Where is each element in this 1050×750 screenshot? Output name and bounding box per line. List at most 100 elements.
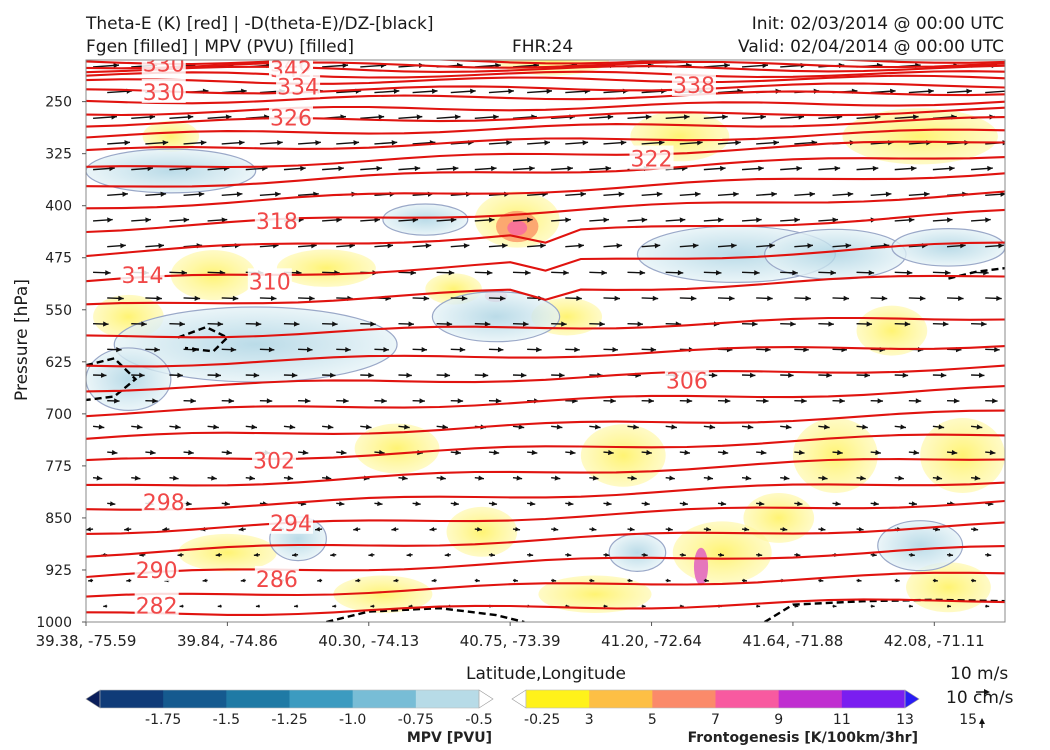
theta-e-label: 318 xyxy=(256,210,298,235)
theta-e-isentrope xyxy=(86,190,1005,234)
y-tick-label: 850 xyxy=(45,511,72,527)
colorbar-segment xyxy=(715,690,780,708)
title-right-1: Init: 02/03/2014 @ 00:00 UTC xyxy=(751,14,1004,34)
y-tick-label: 700 xyxy=(45,407,72,423)
x-tick-label: 42.08, -71.11 xyxy=(884,632,985,650)
theta-e-isentrope xyxy=(86,106,1005,128)
mpv-colorbar: -1.75 -1.5 -1.25 -1.0 -0.75 -0.5 -0.25 MPV [PVU… xyxy=(85,689,560,746)
colorbar-label: MPV [PVU] xyxy=(407,730,492,746)
theta-e-label: 298 xyxy=(143,491,185,516)
x-tick-label: 41.64, -71.88 xyxy=(743,632,844,650)
theta-e-label: 302 xyxy=(253,449,295,474)
colorbar-tick-label: -0.5 xyxy=(465,712,492,728)
y-tick-label: 925 xyxy=(45,563,72,579)
fgen-fill-region xyxy=(507,220,528,236)
theta-e-isentrope xyxy=(86,128,1005,152)
y-tick-label: 475 xyxy=(45,251,72,267)
theta-e-contours: 3303463423343383303263223183143103063022… xyxy=(86,52,1005,619)
theta-e-isentrope xyxy=(86,64,1005,74)
theta-e-label: 338 xyxy=(673,74,715,99)
theta-e-label: 286 xyxy=(256,568,298,593)
colorbar-tick-label: 7 xyxy=(711,712,720,728)
theta-e-isentrope xyxy=(86,385,1005,418)
y-tick-label: 1000 xyxy=(36,615,72,631)
theta-e-label: 330 xyxy=(143,52,185,77)
theta-e-label: 282 xyxy=(136,594,178,619)
colorbar-tick-label: -1.0 xyxy=(339,712,366,728)
mpv-fill-region xyxy=(891,228,1005,267)
x-tick-label: 39.84, -74.86 xyxy=(177,632,278,650)
theta-e-isentrope xyxy=(86,60,1005,66)
theta-e-label: 290 xyxy=(136,559,178,584)
reference-vector-legend: 10 m/s 10 cm/s xyxy=(940,662,1030,732)
stability-contour xyxy=(86,357,138,402)
mpv-fill-region xyxy=(382,203,469,236)
theta-e-isentrope xyxy=(86,521,1005,558)
colorbar-segment xyxy=(352,690,417,708)
x-tick-label: 40.75, -73.39 xyxy=(460,632,561,650)
x-tick-label: 40.30, -74.13 xyxy=(318,632,419,650)
theta-e-label: 330 xyxy=(143,81,185,106)
theta-e-isentrope xyxy=(86,481,1005,511)
colorbar-segment xyxy=(778,690,843,708)
colorbar-segment xyxy=(526,690,590,708)
colorbar-segment xyxy=(289,690,354,708)
theta-e-isentrope xyxy=(86,545,1005,579)
y-tick-label: 400 xyxy=(45,199,72,215)
theta-e-isentrope xyxy=(86,82,1005,95)
title-left-1: Theta-E (K) [red] | -D(theta-E)/DZ-[blac… xyxy=(86,14,434,34)
fgen-fill-region xyxy=(743,492,815,543)
x-tick-label: 41.20, -72.64 xyxy=(601,632,702,650)
x-tick-label: 39.38, -75.59 xyxy=(36,632,137,650)
theta-e-isentrope xyxy=(86,116,1005,139)
colorbar-segment xyxy=(841,690,906,708)
mpv-fill-region xyxy=(86,347,172,411)
theta-e-isentrope xyxy=(86,345,1005,368)
theta-e-label: 334 xyxy=(277,75,319,100)
theta-e-label: 310 xyxy=(249,270,291,295)
y-tick-label: 325 xyxy=(45,147,72,163)
fgen-fill-region xyxy=(792,418,878,493)
y-tick-label: 550 xyxy=(45,303,72,319)
theta-e-isentrope xyxy=(86,433,1005,462)
fgen-fill-region xyxy=(177,533,277,572)
theta-e-isentrope xyxy=(86,409,1005,440)
colorbar-tick-label: -0.25 xyxy=(524,712,560,728)
colorbar-segment xyxy=(100,690,164,708)
y-tick-label: 625 xyxy=(45,355,72,371)
stability-contour xyxy=(177,325,230,353)
theta-e-isentrope xyxy=(86,172,1005,210)
theta-e-label: 322 xyxy=(631,148,673,173)
theta-e-isentrope xyxy=(86,100,1005,117)
theta-e-isentrope xyxy=(86,70,1005,79)
colorbar-tick-label: -0.75 xyxy=(398,712,434,728)
fgen-fill-region xyxy=(693,547,709,586)
theta-e-isentrope xyxy=(86,364,1005,393)
fgen-fill-region xyxy=(333,575,433,613)
title-center: FHR:24 xyxy=(512,37,574,57)
theta-e-isentrope xyxy=(86,208,1005,258)
mpv-fill-region xyxy=(877,520,964,572)
theta-e-label: 294 xyxy=(270,512,312,537)
plot-frame xyxy=(85,59,1006,623)
theta-e-isentrope xyxy=(86,60,1005,70)
reference-vector-arrows xyxy=(976,689,990,728)
theta-e-label: 306 xyxy=(666,370,708,395)
theta-e-isentrope xyxy=(86,140,1005,169)
colorbar-segment xyxy=(652,690,716,708)
colorbar-tick-label: 11 xyxy=(833,712,851,728)
title-left-2: Fgen [filled] | MPV (PVU) [filled] xyxy=(86,37,355,57)
fgen-fill-region xyxy=(920,418,1005,493)
fgen-fill-region xyxy=(276,249,376,287)
theta-e-isentrope xyxy=(86,316,1005,339)
theta-e-label: 326 xyxy=(270,107,312,132)
theta-e-isentrope xyxy=(86,74,1005,85)
theta-e-label: 314 xyxy=(122,264,164,289)
theta-e-isentrope xyxy=(86,156,1005,188)
fgen-fill-region xyxy=(354,423,440,474)
colorbar-tick-label: 3 xyxy=(585,712,594,728)
colorbar-tick-label: -1.25 xyxy=(271,712,307,728)
stability-contour xyxy=(948,266,1005,280)
colorbar-segment xyxy=(415,690,480,708)
